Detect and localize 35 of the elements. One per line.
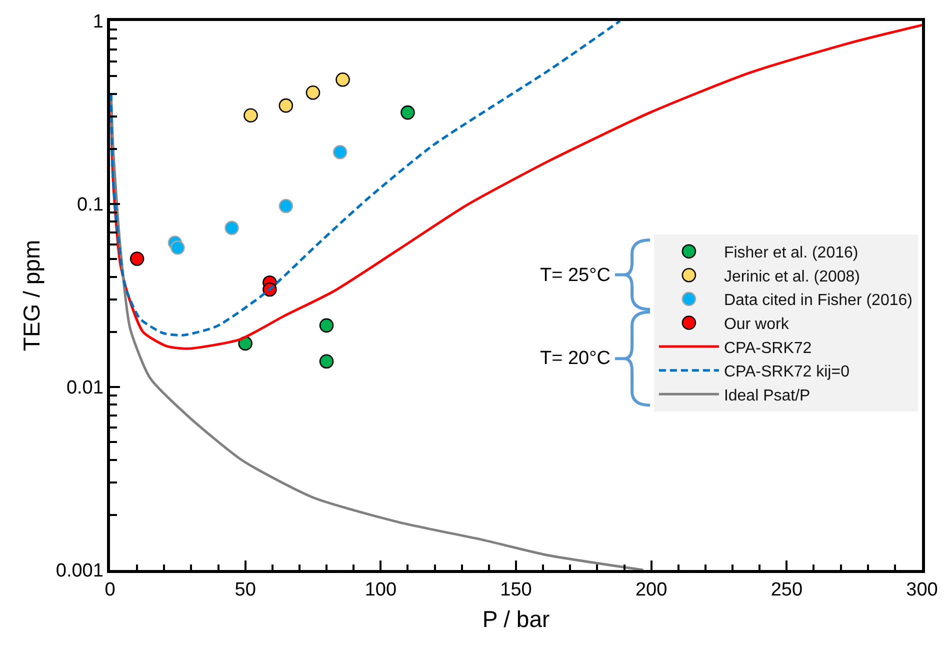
legend-label: Fisher et al. (2016) <box>724 244 858 262</box>
legend-label: CPA-SRK72 kij=0 <box>724 364 850 381</box>
annotation: T= 25°C <box>540 265 610 286</box>
x-tick-label: 250 <box>770 580 803 601</box>
point <box>332 145 348 160</box>
point <box>319 318 334 333</box>
point <box>400 105 415 120</box>
line-series <box>110 21 622 336</box>
point <box>319 354 334 369</box>
annotation: T= 20°C <box>540 348 610 369</box>
y-tick-label: 1 <box>92 12 104 33</box>
legend-label: CPA-SRK72 <box>724 340 812 357</box>
x-axis-title: P / bar <box>482 606 550 632</box>
y-tick-label: 0.1 <box>77 194 104 216</box>
point <box>130 252 144 266</box>
legend-label: Our work <box>724 316 790 333</box>
point <box>336 72 350 87</box>
x-tick-label: 300 <box>906 580 938 601</box>
x-tick-label: 0 <box>104 580 116 601</box>
y-tick-label: 0.01 <box>66 378 104 399</box>
x-tick-label: 50 <box>234 580 256 601</box>
legend-label: Ideal Psat/P <box>724 387 810 404</box>
legend-label: Data cited in Fisher (2016) <box>724 292 912 310</box>
x-tick-label: 100 <box>364 580 397 601</box>
point <box>278 98 294 113</box>
point <box>244 108 258 123</box>
x-tick-label: 200 <box>635 580 668 601</box>
y-tick-label: 0.001 <box>56 560 104 582</box>
x-tick-label: 150 <box>500 580 532 601</box>
point <box>224 220 239 236</box>
point <box>278 198 294 214</box>
y-axis-title: TEG / ppm <box>18 240 44 352</box>
point <box>170 240 185 255</box>
legend-label: Jerinic et al. (2008) <box>724 268 860 286</box>
point <box>306 85 320 100</box>
